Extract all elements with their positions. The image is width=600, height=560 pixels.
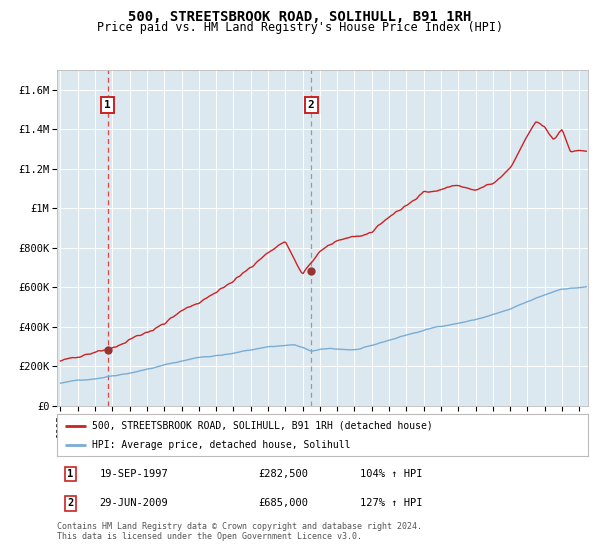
Text: 29-JUN-2009: 29-JUN-2009 xyxy=(100,498,168,508)
Text: 500, STREETSBROOK ROAD, SOLIHULL, B91 1RH (detached house): 500, STREETSBROOK ROAD, SOLIHULL, B91 1R… xyxy=(92,421,432,431)
Text: 1: 1 xyxy=(67,469,73,479)
Text: £685,000: £685,000 xyxy=(259,498,309,508)
Text: Price paid vs. HM Land Registry's House Price Index (HPI): Price paid vs. HM Land Registry's House … xyxy=(97,21,503,34)
Text: 19-SEP-1997: 19-SEP-1997 xyxy=(100,469,168,479)
Text: 127% ↑ HPI: 127% ↑ HPI xyxy=(359,498,422,508)
Text: HPI: Average price, detached house, Solihull: HPI: Average price, detached house, Soli… xyxy=(92,440,350,450)
Text: 1: 1 xyxy=(104,100,111,110)
Text: £282,500: £282,500 xyxy=(259,469,309,479)
Text: Contains HM Land Registry data © Crown copyright and database right 2024.
This d: Contains HM Land Registry data © Crown c… xyxy=(57,522,422,542)
Text: 104% ↑ HPI: 104% ↑ HPI xyxy=(359,469,422,479)
Text: 2: 2 xyxy=(308,100,314,110)
Text: 500, STREETSBROOK ROAD, SOLIHULL, B91 1RH: 500, STREETSBROOK ROAD, SOLIHULL, B91 1R… xyxy=(128,10,472,24)
Text: 2: 2 xyxy=(67,498,73,508)
